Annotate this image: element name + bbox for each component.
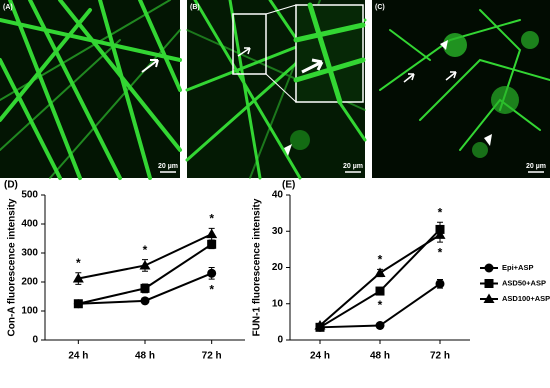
y-tick-label: 500 [21, 190, 38, 201]
legend-label: ASD100+ASP [502, 294, 550, 303]
y-tick-label: 10 [272, 298, 284, 309]
significance-mark: * [378, 252, 383, 266]
marker [375, 286, 385, 296]
legend-label: Epi+ASP [502, 263, 533, 272]
significance-mark: * [209, 282, 214, 296]
marker [484, 263, 494, 273]
marker [374, 267, 386, 277]
scale-bar-label: 20 µm [526, 163, 546, 170]
y-tick-label: 30 [272, 226, 284, 237]
significance-mark: * [438, 205, 443, 219]
marker [314, 320, 326, 330]
y-tick-label: 400 [21, 219, 38, 230]
y-tick-label: 300 [21, 248, 38, 259]
panel-label: (E) [282, 180, 295, 191]
marker [72, 273, 84, 283]
marker [207, 268, 217, 278]
x-tick-label: 24 h [68, 351, 88, 362]
marker [207, 239, 217, 249]
marker [140, 283, 150, 293]
marker [139, 259, 151, 270]
panel-label: (B) [190, 4, 200, 11]
panel-label: (D) [4, 180, 18, 191]
marker [483, 293, 495, 303]
y-tick-label: 20 [272, 262, 284, 273]
y-tick-label: 0 [32, 335, 38, 346]
significance-mark: * [378, 298, 383, 312]
series-line [319, 228, 441, 329]
legend-label: ASD50+ASP [502, 278, 546, 287]
marker [484, 279, 494, 288]
marker [435, 279, 445, 289]
y-tick-label: 100 [21, 306, 38, 317]
panel-label: (C) [375, 4, 385, 11]
y-tick-label: 0 [277, 335, 283, 346]
x-tick-label: 24 h [310, 351, 330, 362]
scale-bar-label: 20 µm [158, 163, 178, 170]
micrograph-c: 20 µm (C) [372, 0, 550, 178]
significance-mark: * [76, 256, 81, 270]
micrograph-b: 20 µm (B) [185, 0, 367, 180]
x-tick-label: 72 h [430, 351, 450, 362]
scale-bar-label: 20 µm [343, 163, 363, 170]
marker [434, 229, 446, 239]
significance-mark: * [143, 243, 148, 257]
significance-mark: * [209, 212, 214, 226]
significance-mark: * [143, 296, 148, 310]
x-tick-label: 48 h [370, 351, 390, 362]
x-tick-label: 48 h [135, 351, 155, 362]
micrograph-a: 20 µm (A) [0, 0, 182, 180]
y-tick-label: 40 [272, 190, 284, 201]
y-axis-label: Con-A fluorescence intensity [7, 198, 18, 336]
significance-mark: * [438, 245, 443, 259]
marker [206, 228, 218, 239]
marker [140, 296, 150, 306]
y-tick-label: 200 [21, 277, 38, 288]
marker [73, 299, 83, 309]
y-axis-label: FUN-1 fluorescence intensity [252, 198, 263, 336]
marker [375, 321, 385, 330]
panel-label: (A) [3, 4, 13, 11]
x-tick-label: 72 h [202, 351, 222, 362]
